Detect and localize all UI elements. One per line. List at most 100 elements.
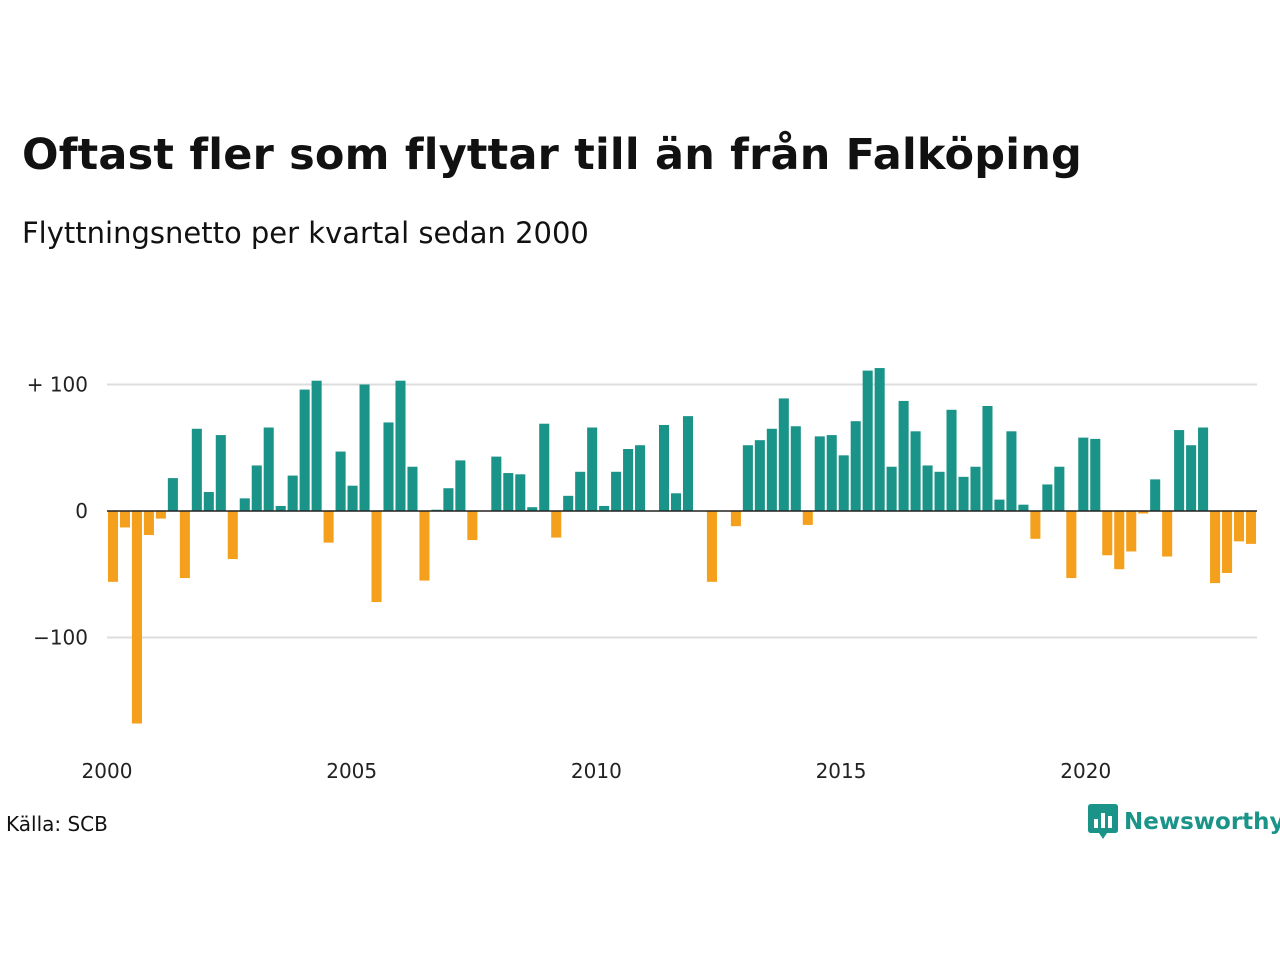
bar bbox=[611, 471, 622, 511]
bar bbox=[215, 435, 226, 511]
bar bbox=[1102, 511, 1113, 556]
bar bbox=[491, 456, 502, 511]
bar bbox=[155, 511, 166, 519]
bar bbox=[1234, 511, 1245, 542]
bar bbox=[347, 485, 358, 511]
bar bbox=[970, 466, 981, 511]
x-tick-label: 2005 bbox=[326, 759, 377, 783]
bar bbox=[1162, 511, 1173, 557]
bar bbox=[1018, 504, 1029, 511]
bar bbox=[1245, 511, 1257, 544]
bar bbox=[826, 435, 837, 511]
bar bbox=[814, 436, 825, 511]
bar bbox=[850, 421, 861, 511]
bar bbox=[659, 424, 670, 511]
bar bbox=[299, 389, 310, 511]
bar bbox=[1222, 511, 1233, 573]
bar bbox=[838, 455, 849, 511]
bar bbox=[1066, 511, 1077, 579]
bar bbox=[239, 498, 250, 511]
bar bbox=[551, 511, 562, 538]
bar bbox=[455, 460, 466, 511]
bar bbox=[563, 495, 574, 511]
bar bbox=[131, 511, 142, 724]
bar bbox=[1150, 479, 1161, 511]
newsworthy-logo-text: Newsworthy bbox=[1124, 809, 1280, 835]
bar bbox=[1054, 466, 1065, 511]
bar bbox=[946, 409, 957, 511]
bar bbox=[790, 426, 801, 511]
bar bbox=[587, 427, 598, 511]
bar bbox=[311, 380, 322, 511]
bar bbox=[1138, 511, 1149, 514]
bar bbox=[203, 492, 214, 511]
bar bbox=[359, 384, 370, 511]
bar bbox=[802, 511, 813, 525]
bar bbox=[682, 416, 694, 511]
bar bbox=[754, 440, 765, 511]
bar bbox=[910, 431, 921, 511]
bar bbox=[862, 370, 873, 511]
bar bbox=[1126, 511, 1137, 552]
y-tick-label: −100 bbox=[33, 626, 88, 650]
grid-lines bbox=[107, 383, 1257, 639]
bar bbox=[1042, 484, 1053, 511]
bar bbox=[1114, 511, 1125, 570]
bar bbox=[922, 465, 933, 511]
y-tick-label: 0 bbox=[75, 499, 88, 523]
bar bbox=[706, 511, 717, 582]
bar bbox=[1090, 438, 1101, 511]
bar bbox=[1210, 511, 1221, 584]
bar bbox=[1198, 427, 1209, 511]
bars bbox=[107, 368, 1257, 724]
source-note: Källa: SCB bbox=[6, 812, 108, 836]
bar bbox=[287, 475, 298, 511]
newsworthy-logo-icon bbox=[1088, 804, 1118, 839]
bar bbox=[934, 471, 945, 511]
bar bbox=[886, 466, 897, 511]
x-tick-label: 2010 bbox=[571, 759, 622, 783]
bar bbox=[742, 445, 753, 511]
x-tick-label: 2020 bbox=[1060, 759, 1111, 783]
bar bbox=[167, 478, 178, 511]
bar bbox=[1078, 437, 1089, 511]
bar bbox=[730, 511, 741, 527]
bar bbox=[371, 511, 382, 603]
bar bbox=[251, 465, 262, 511]
newsworthy-logo: Newsworthy bbox=[1088, 804, 1280, 840]
bar bbox=[119, 511, 130, 528]
bar bbox=[874, 368, 885, 511]
bar bbox=[778, 398, 789, 511]
bar bbox=[1186, 445, 1197, 511]
bar bbox=[515, 474, 526, 511]
bar bbox=[407, 466, 418, 511]
bar bbox=[898, 400, 909, 511]
y-tick-label: + 100 bbox=[27, 373, 88, 397]
bar bbox=[599, 505, 610, 511]
bar bbox=[395, 380, 406, 511]
bar bbox=[275, 505, 286, 511]
bar bbox=[443, 488, 454, 511]
bar bbox=[191, 428, 202, 511]
bar bbox=[179, 511, 190, 579]
bar bbox=[670, 493, 682, 511]
bar bbox=[467, 511, 478, 541]
bar bbox=[1030, 511, 1041, 539]
bar bbox=[635, 445, 646, 511]
y-axis-ticks: + 100 0 −100 bbox=[27, 373, 88, 650]
chart-subtitle: Flyttningsnetto per kvartal sedan 2000 bbox=[22, 216, 589, 250]
bar bbox=[527, 507, 538, 511]
bar bbox=[419, 511, 430, 581]
chart-title: Oftast fler som flyttar till än från Fal… bbox=[22, 130, 1082, 180]
bar bbox=[227, 511, 238, 560]
x-tick-label: 2000 bbox=[82, 759, 133, 783]
bar bbox=[143, 511, 154, 536]
bar bbox=[1174, 430, 1185, 511]
bar bbox=[766, 428, 777, 511]
bar bbox=[575, 471, 586, 511]
x-axis-ticks: 2000 2005 2010 2015 2020 bbox=[82, 759, 1112, 783]
bar bbox=[994, 499, 1005, 511]
bar bbox=[539, 423, 550, 511]
bar bbox=[335, 451, 346, 511]
